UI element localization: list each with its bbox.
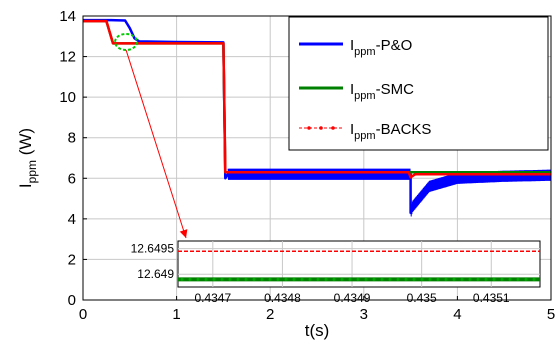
y-tick-label: 2	[68, 251, 76, 268]
y-tick-label: 12	[59, 49, 76, 66]
y-tick-label: 4	[68, 211, 76, 228]
y-tick-label: 6	[68, 170, 76, 187]
inset-smc-marker	[476, 277, 480, 281]
inset-y-ticks: 12.6495 12.649	[131, 242, 175, 282]
legend-marker-backs	[307, 126, 311, 130]
legend-label-backs: Ippm-BACKS	[350, 121, 431, 142]
legend-item-backs: Ippm-BACKS	[299, 121, 431, 142]
inset-smc-marker	[468, 277, 472, 281]
series-line-backs	[83, 19, 551, 179]
inset-smc-marker	[220, 277, 224, 281]
inset-smc-marker	[188, 277, 192, 281]
inset-smc-marker	[180, 277, 184, 281]
inset-smc-marker	[404, 277, 408, 281]
legend-item-po: Ippm-P&O	[299, 37, 412, 58]
legend-label-smc: Ippm-SMC	[350, 81, 414, 102]
y-tick-label: 10	[59, 89, 76, 106]
legend-item-smc: Ippm-SMC	[299, 81, 414, 102]
inset-smc-marker	[412, 277, 416, 281]
inset-smc-marker	[292, 277, 296, 281]
legend-label-po: Ippm-P&O	[350, 37, 412, 58]
inset-smc-marker	[492, 277, 496, 281]
inset-smc-marker	[420, 277, 424, 281]
inset-smc-marker	[484, 277, 488, 281]
inset-smc-marker	[508, 277, 512, 281]
inset-smc-marker	[308, 277, 312, 281]
inset-smc-marker	[348, 277, 352, 281]
inset-smc-marker	[428, 277, 432, 281]
inset-x-tick-label: 0.4351	[473, 291, 510, 305]
x-tick-label: 2	[266, 306, 274, 323]
y-tick-label: 14	[59, 8, 76, 25]
inset-grid	[178, 241, 540, 287]
inset-x-tick-label: 0.4349	[334, 291, 371, 305]
zoom-arrow	[125, 49, 187, 239]
inset-smc-marker	[228, 277, 232, 281]
x-tick-label: 0	[79, 306, 87, 323]
inset-x-tick-label: 0.435	[407, 291, 437, 305]
inset-y-tick-label: 12.649	[137, 267, 174, 281]
legend: Ippm-P&O Ippm-SMC Ippm-BACKS	[288, 16, 549, 151]
y-axis-label: Ippm (W)	[16, 128, 39, 188]
legend-marker-backs	[319, 126, 323, 130]
inset-x-tick-label: 0.4347	[194, 291, 231, 305]
inset-plot: 0.4347 0.4348 0.4349 0.435 0.4351 12.649512.…	[131, 240, 541, 305]
series-line-po	[83, 18, 552, 215]
x-tick-label: 4	[453, 306, 461, 323]
y-ticks: 0 2 4 6 8 10 12 14	[59, 8, 87, 309]
inset-smc-marker	[324, 277, 328, 281]
inset-smc-marker	[236, 277, 240, 281]
inset-smc-marker	[500, 277, 504, 281]
inset-smc-marker	[260, 277, 264, 281]
inset-smc-marker	[252, 277, 256, 281]
x-ticks: 0 1 2 3 4 5	[79, 296, 555, 323]
inset-smc-marker	[388, 277, 392, 281]
inset-smc-marker	[460, 277, 464, 281]
inset-x-tick-label: 0.4348	[264, 291, 301, 305]
inset-smc-marker	[452, 277, 456, 281]
inset-smc-marker	[444, 277, 448, 281]
x-axis-label: t(s)	[305, 321, 330, 340]
inset-smc-marker	[276, 277, 280, 281]
inset-smc-marker	[284, 277, 288, 281]
x-tick-label: 3	[360, 306, 368, 323]
inset-x-ticks: 0.4347 0.4348 0.4349 0.435 0.4351	[194, 291, 509, 305]
inset-y-tick-label: 12.6495	[131, 242, 175, 256]
inset-smc-marker	[340, 277, 344, 281]
plot-frame	[82, 15, 552, 301]
inset-smc-marker	[212, 277, 216, 281]
zoom-highlight-ellipse	[114, 32, 139, 51]
inset-smc-marker	[268, 277, 272, 281]
inset-smc-marker	[356, 277, 360, 281]
zoom-arrowhead	[179, 229, 188, 238]
inset-smc-marker	[332, 277, 336, 281]
inset-smc-marker	[372, 277, 376, 281]
legend-marker-backs	[331, 126, 335, 130]
inset-smc-marker	[516, 277, 520, 281]
inset-smc-marker	[396, 277, 400, 281]
inset-series	[178, 250, 540, 282]
y-tick-label: 0	[68, 292, 76, 309]
x-tick-label: 1	[172, 306, 180, 323]
inset-smc-marker	[532, 277, 536, 281]
inset-smc-marker	[380, 277, 384, 281]
inset-smc-marker	[244, 277, 248, 281]
inset-smc-marker	[316, 277, 320, 281]
inset-smc-marker	[524, 277, 528, 281]
inset-smc-marker	[204, 277, 208, 281]
inset-smc-marker	[364, 277, 368, 281]
inset-smc-marker	[436, 277, 440, 281]
x-tick-label: 5	[547, 306, 555, 323]
inset-smc-marker	[196, 277, 200, 281]
y-tick-label: 8	[68, 130, 76, 147]
inset-smc-marker	[300, 277, 304, 281]
series-lines	[83, 18, 552, 215]
